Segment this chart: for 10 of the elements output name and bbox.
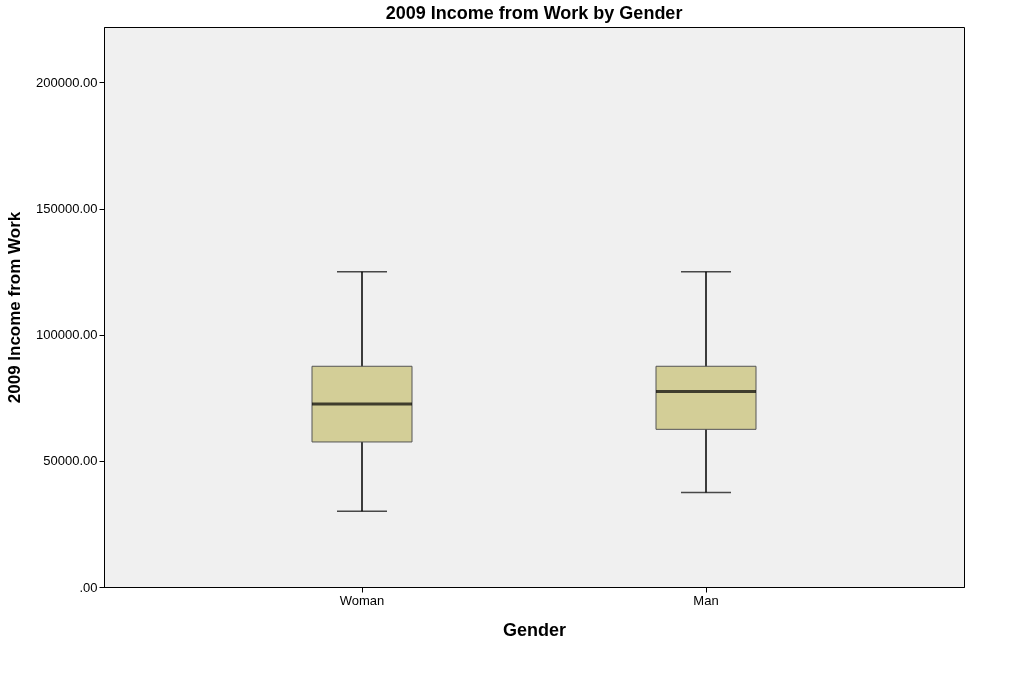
y-tick-label: .00 — [79, 579, 98, 595]
x-tick-label: Woman — [339, 592, 385, 608]
x-axis-title: Gender — [502, 619, 567, 640]
y-tick-label: 150000.00 — [36, 201, 98, 217]
y-axis-title: 2009 Income from Work — [5, 211, 25, 404]
chart-title: 2009 Income from Work by Gender — [385, 3, 683, 23]
x-tick-label: Man — [693, 592, 719, 608]
y-tick-label: 200000.00 — [36, 75, 98, 90]
y-tick-label: 50000.00 — [43, 453, 98, 469]
y-tick-label: 100000.00 — [36, 327, 98, 343]
